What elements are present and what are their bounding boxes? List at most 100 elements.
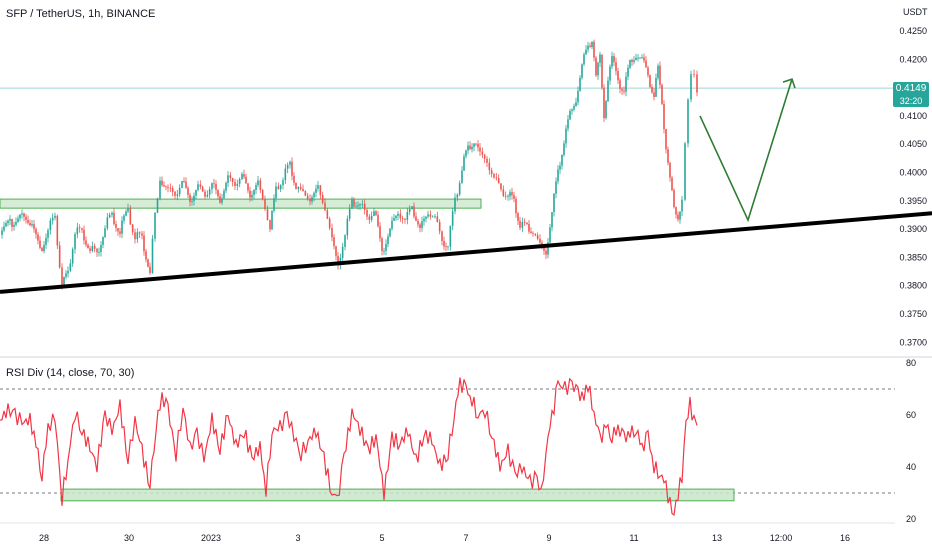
- candle: [208, 186, 211, 199]
- candle-body: [565, 128, 567, 144]
- candle: [661, 83, 663, 106]
- candle: [39, 236, 41, 250]
- candle: [25, 214, 27, 224]
- candle: [549, 223, 551, 247]
- candle-body: [368, 216, 371, 220]
- candle: [391, 216, 393, 231]
- candle: [368, 214, 371, 224]
- candle-body: [136, 232, 139, 240]
- candle: [421, 216, 423, 232]
- candle: [673, 188, 675, 209]
- candle-body: [67, 270, 69, 274]
- candle-body: [169, 187, 172, 189]
- candle: [655, 73, 657, 98]
- candle: [129, 205, 132, 225]
- candle-body: [507, 196, 509, 198]
- candle-body: [289, 161, 291, 165]
- candle: [532, 231, 534, 237]
- candle-body: [215, 184, 217, 190]
- candle: [304, 190, 307, 197]
- candle-body: [21, 213, 23, 215]
- candle-body: [379, 226, 381, 239]
- candle: [379, 221, 381, 242]
- candle-body: [417, 220, 419, 225]
- candle-body: [611, 56, 613, 67]
- candle-body: [458, 183, 461, 195]
- candle-body: [108, 214, 111, 218]
- candle-body: [335, 246, 337, 256]
- candle-body: [243, 174, 245, 177]
- candle-body: [609, 66, 611, 81]
- candle: [502, 185, 505, 198]
- price-axis-unit: USDT: [903, 7, 928, 17]
- candle: [264, 195, 266, 211]
- candle: [227, 171, 229, 188]
- candle-body: [497, 177, 500, 184]
- candle-body: [102, 237, 104, 245]
- candle: [488, 158, 491, 175]
- candle-body: [649, 75, 651, 88]
- candle: [306, 192, 309, 201]
- candle: [571, 108, 573, 115]
- candle-body: [434, 216, 436, 218]
- candle: [629, 59, 631, 70]
- candle-body: [87, 244, 89, 249]
- candle-body: [493, 173, 495, 178]
- candle: [627, 64, 629, 81]
- candle: [406, 207, 409, 225]
- candle: [581, 63, 583, 80]
- candle: [637, 54, 639, 62]
- candle-body: [607, 80, 609, 102]
- candle-body: [143, 235, 145, 252]
- candle: [43, 241, 45, 254]
- candle-body: [183, 181, 185, 182]
- candle: [443, 236, 445, 251]
- candle: [131, 223, 134, 236]
- candle: [431, 215, 434, 218]
- price-axis-tick: 0.3950: [899, 196, 927, 206]
- candle-body: [500, 183, 502, 190]
- candle-body: [191, 200, 193, 202]
- candle: [176, 189, 179, 201]
- candle: [404, 217, 406, 224]
- symbol-title: SFP / TetherUS, 1h, BINANCE: [6, 8, 156, 20]
- candle-body: [615, 62, 617, 71]
- candle: [261, 188, 264, 201]
- candle-body: [385, 243, 387, 251]
- candle-body: [623, 90, 625, 92]
- candle: [5, 220, 7, 228]
- candle: [143, 231, 145, 256]
- candle: [37, 232, 39, 245]
- candle-body: [445, 246, 447, 248]
- candle-body: [534, 234, 537, 236]
- candle-body: [653, 92, 655, 97]
- candle-body: [366, 209, 368, 217]
- candle-body: [663, 103, 665, 130]
- candle: [282, 177, 284, 190]
- candle: [149, 262, 151, 275]
- time-axis-tick: 28: [39, 533, 49, 543]
- candle: [219, 193, 221, 204]
- candle-body: [605, 101, 607, 119]
- candle: [579, 75, 581, 92]
- candle-body: [295, 182, 297, 189]
- candle-body: [555, 181, 557, 194]
- candle-body: [438, 221, 441, 232]
- candle: [7, 219, 9, 227]
- price-axis-tick: 0.3700: [899, 337, 927, 347]
- candle-body: [381, 238, 383, 251]
- candle-body: [297, 187, 300, 189]
- candle-body: [635, 57, 637, 61]
- candle-body: [326, 210, 329, 219]
- candle-body: [495, 177, 498, 179]
- candle: [277, 182, 280, 190]
- candle-body: [675, 207, 677, 215]
- candle-body: [603, 87, 605, 119]
- candle-body: [363, 203, 366, 210]
- candle: [587, 41, 589, 53]
- candle-body: [587, 45, 589, 50]
- candle: [253, 189, 255, 200]
- candle: [497, 174, 500, 184]
- candle: [399, 209, 402, 222]
